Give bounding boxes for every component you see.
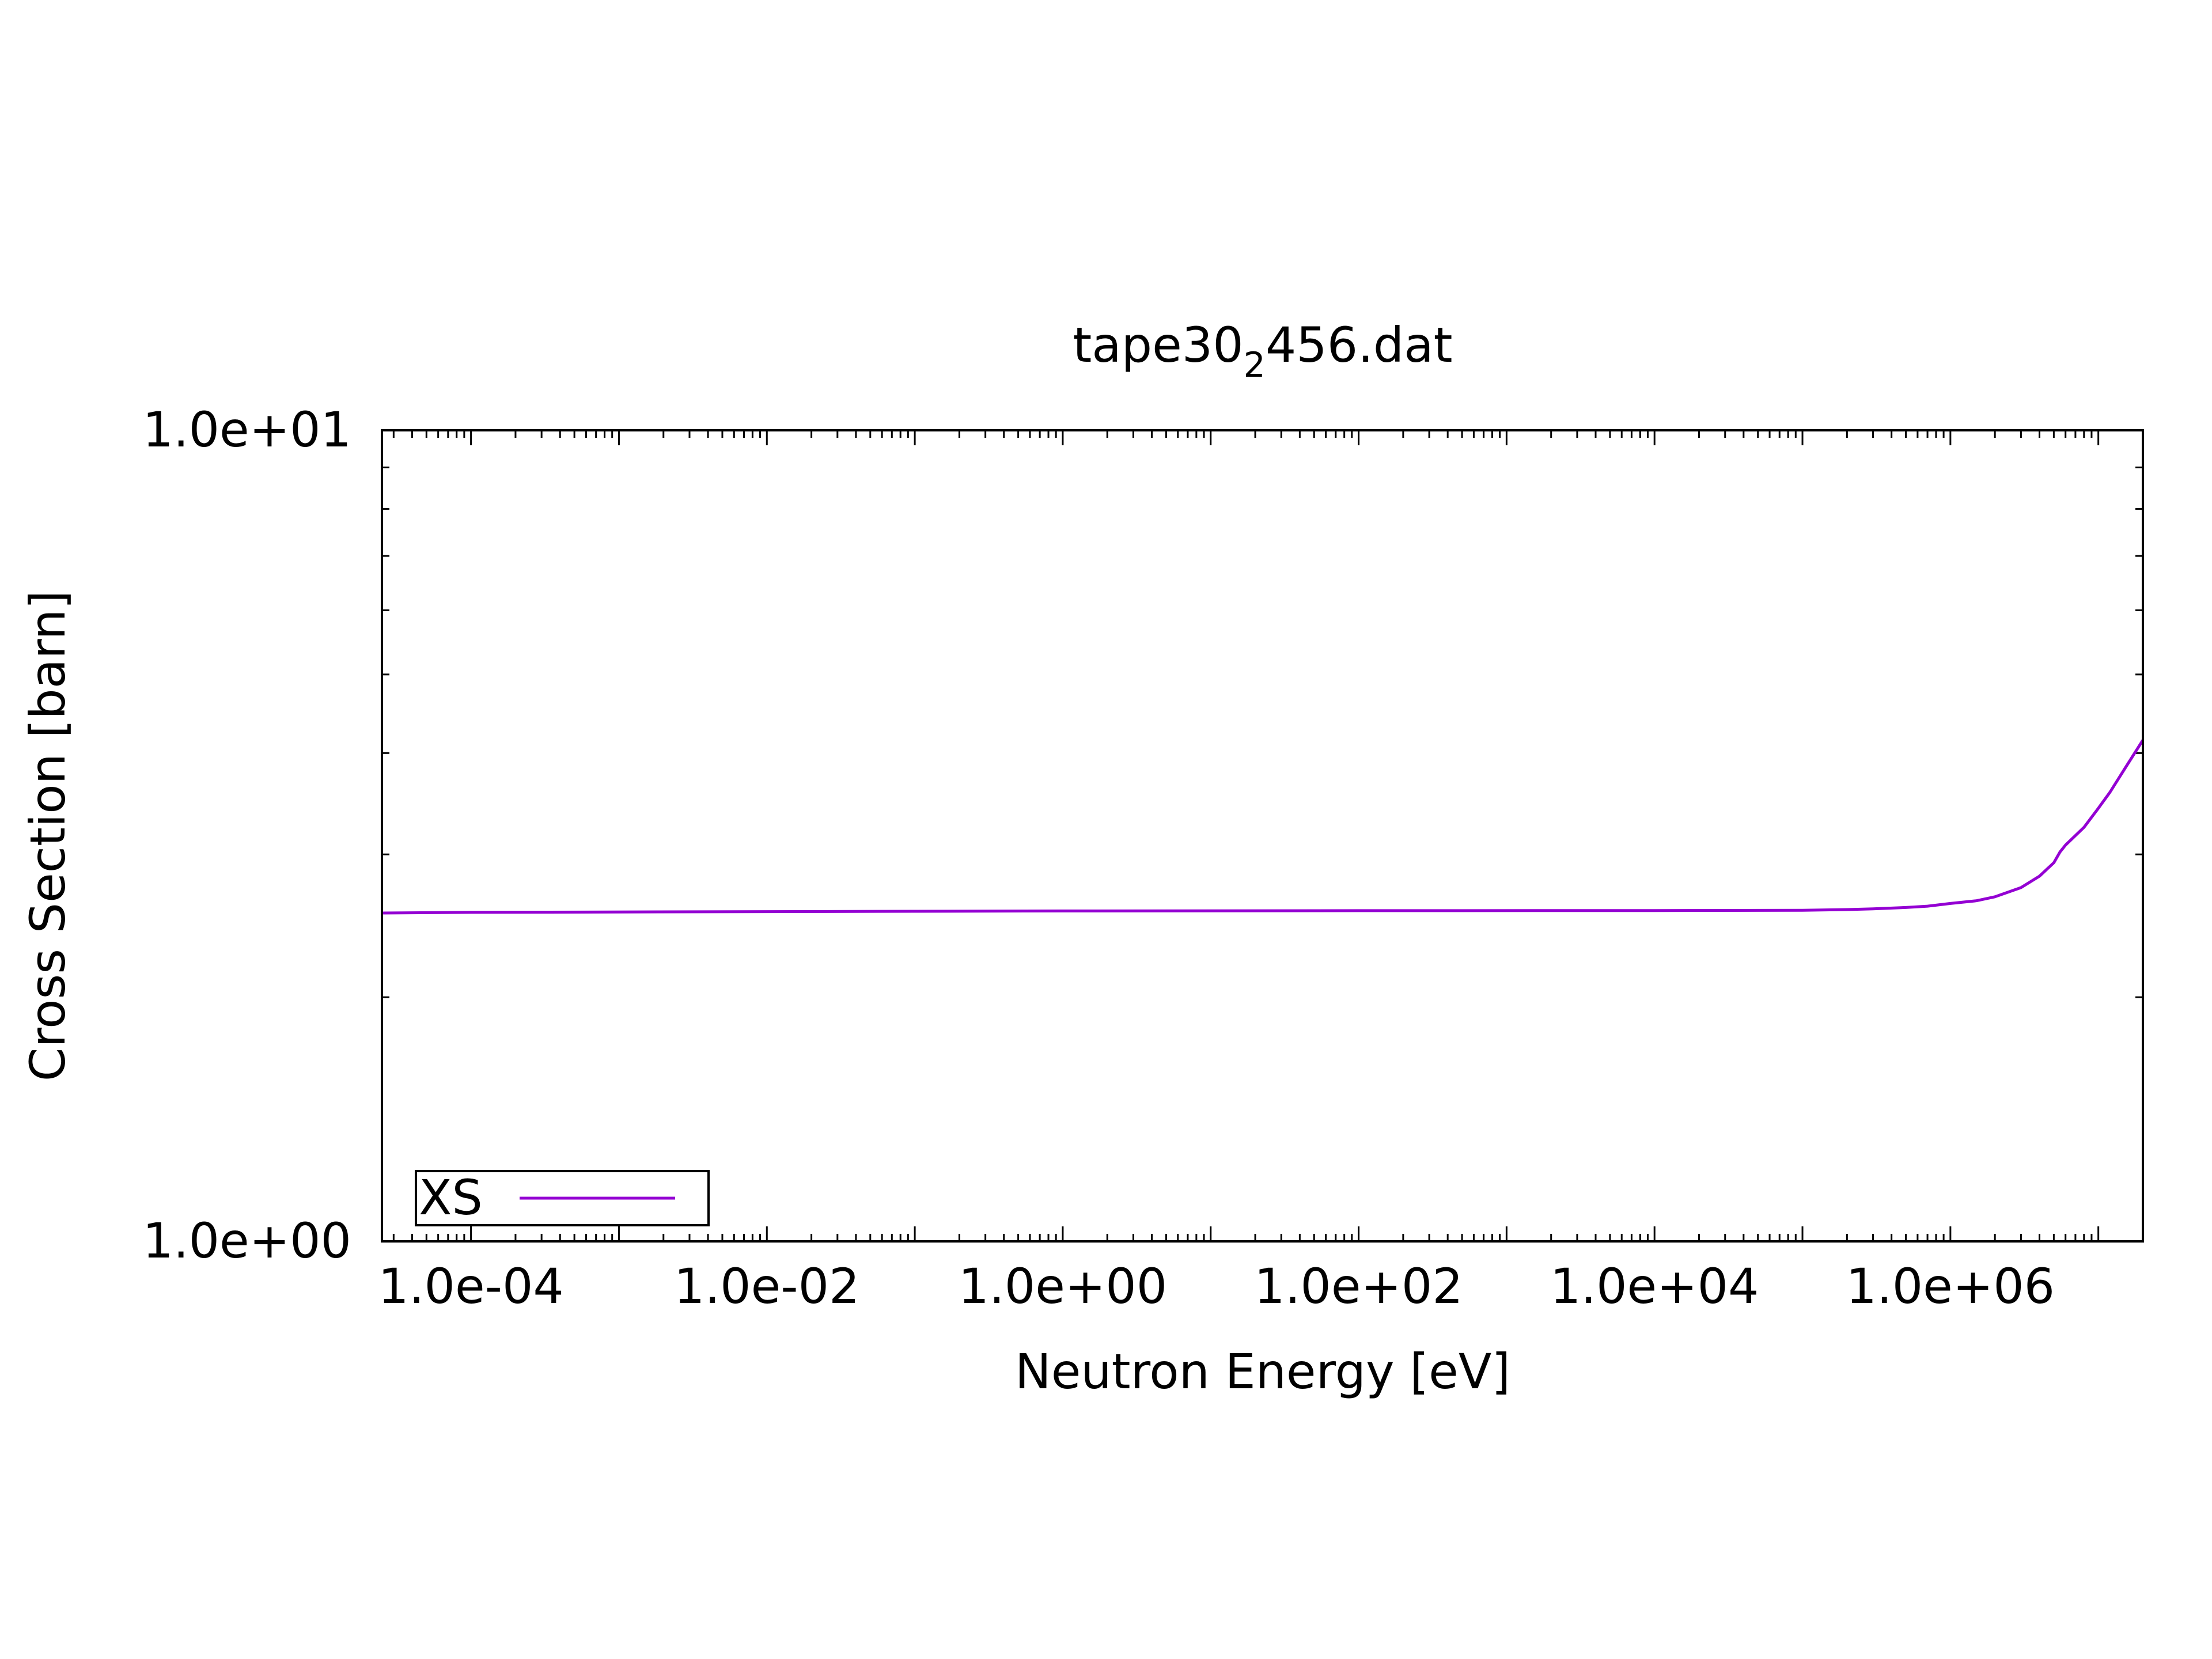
y-ticks [382,429,2143,1243]
series-line [381,739,2145,915]
x-ticks [392,430,2144,1241]
title-main: tape30 [1073,317,1243,373]
title-tail: 456.dat [1266,317,1453,373]
y-tick-label: 1.0e+01 [142,402,351,458]
legend-label: XS [419,1169,483,1226]
y-tick-label: 1.0e+00 [142,1213,351,1269]
plot-frame [381,429,2144,1243]
y-axis-label: Cross Section [barn] [20,590,76,1081]
x-axis-label: Neutron Energy [eV] [1015,1343,1510,1400]
x-tick-label: 1.0e+00 [959,1258,1168,1315]
x-tick-labels: 1.0e-04 1.0e-02 1.0e+00 1.0e+02 1.0e+04 1.0e+… [378,1258,2055,1315]
x-tick-label: 1.0e-04 [378,1258,563,1315]
y-tick-labels: 1.0e+00 1.0e+01 [142,402,351,1269]
x-tick-label: 1.0e-02 [674,1258,859,1315]
series-layer [381,739,2145,915]
x-tick-label: 1.0e+04 [1550,1258,1759,1315]
x-tick-label: 1.0e+06 [1846,1258,2055,1315]
title-subscript: 2 [1244,345,1266,385]
legend: XS [415,1169,710,1226]
x-tick-label: 1.0e+02 [1254,1258,1463,1315]
chart-title: tape302456.dat [1073,317,1452,385]
